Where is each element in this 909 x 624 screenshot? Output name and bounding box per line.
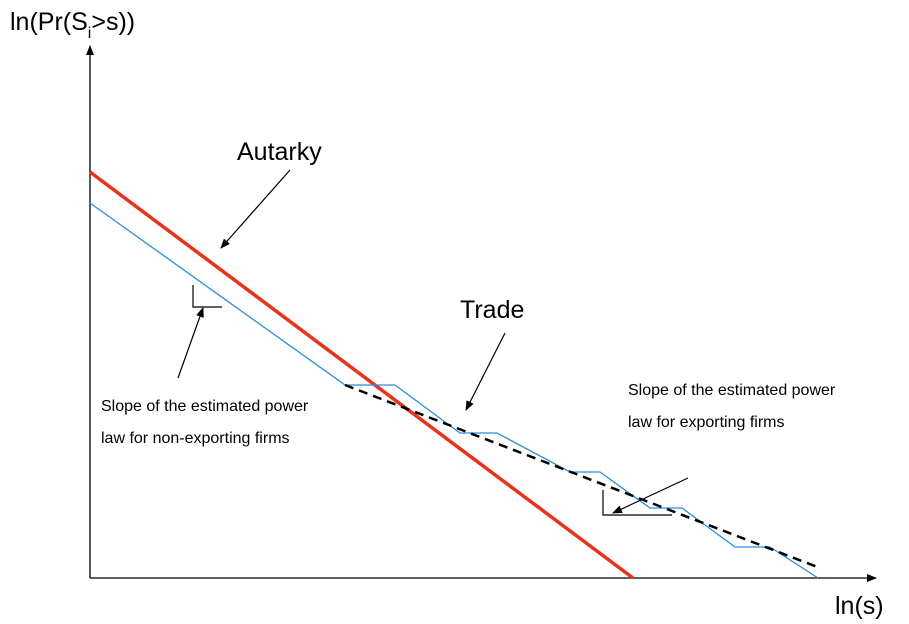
exporters-fit-line [344, 383, 821, 570]
note-line: law for non-exporting firms [101, 430, 290, 447]
autarky-arrow [220, 169, 291, 249]
trade-label: Trade [460, 296, 524, 324]
slope-marker-right [602, 490, 672, 516]
y-label-main: ln(Pr(S [10, 8, 88, 36]
autarky-line [88, 170, 635, 580]
x-axis-label: ln(s) [835, 592, 884, 620]
note-line: Slope of the estimated power [101, 398, 309, 415]
right-note-arrow [612, 477, 689, 514]
y-label-subscript: i [88, 25, 92, 42]
y-axis-label: ln(Pr(Si>s)) [10, 8, 135, 42]
note-line: law for exporting firms [628, 414, 785, 431]
trade-arrow [465, 332, 506, 411]
trade-line [89, 202, 819, 579]
slope-marker-left [192, 285, 222, 308]
left-note-arrow [177, 307, 204, 379]
autarky-label: Autarky [237, 138, 322, 166]
y-label-rest: >s)) [91, 8, 135, 36]
note-line: Slope of the estimated power [628, 382, 836, 399]
